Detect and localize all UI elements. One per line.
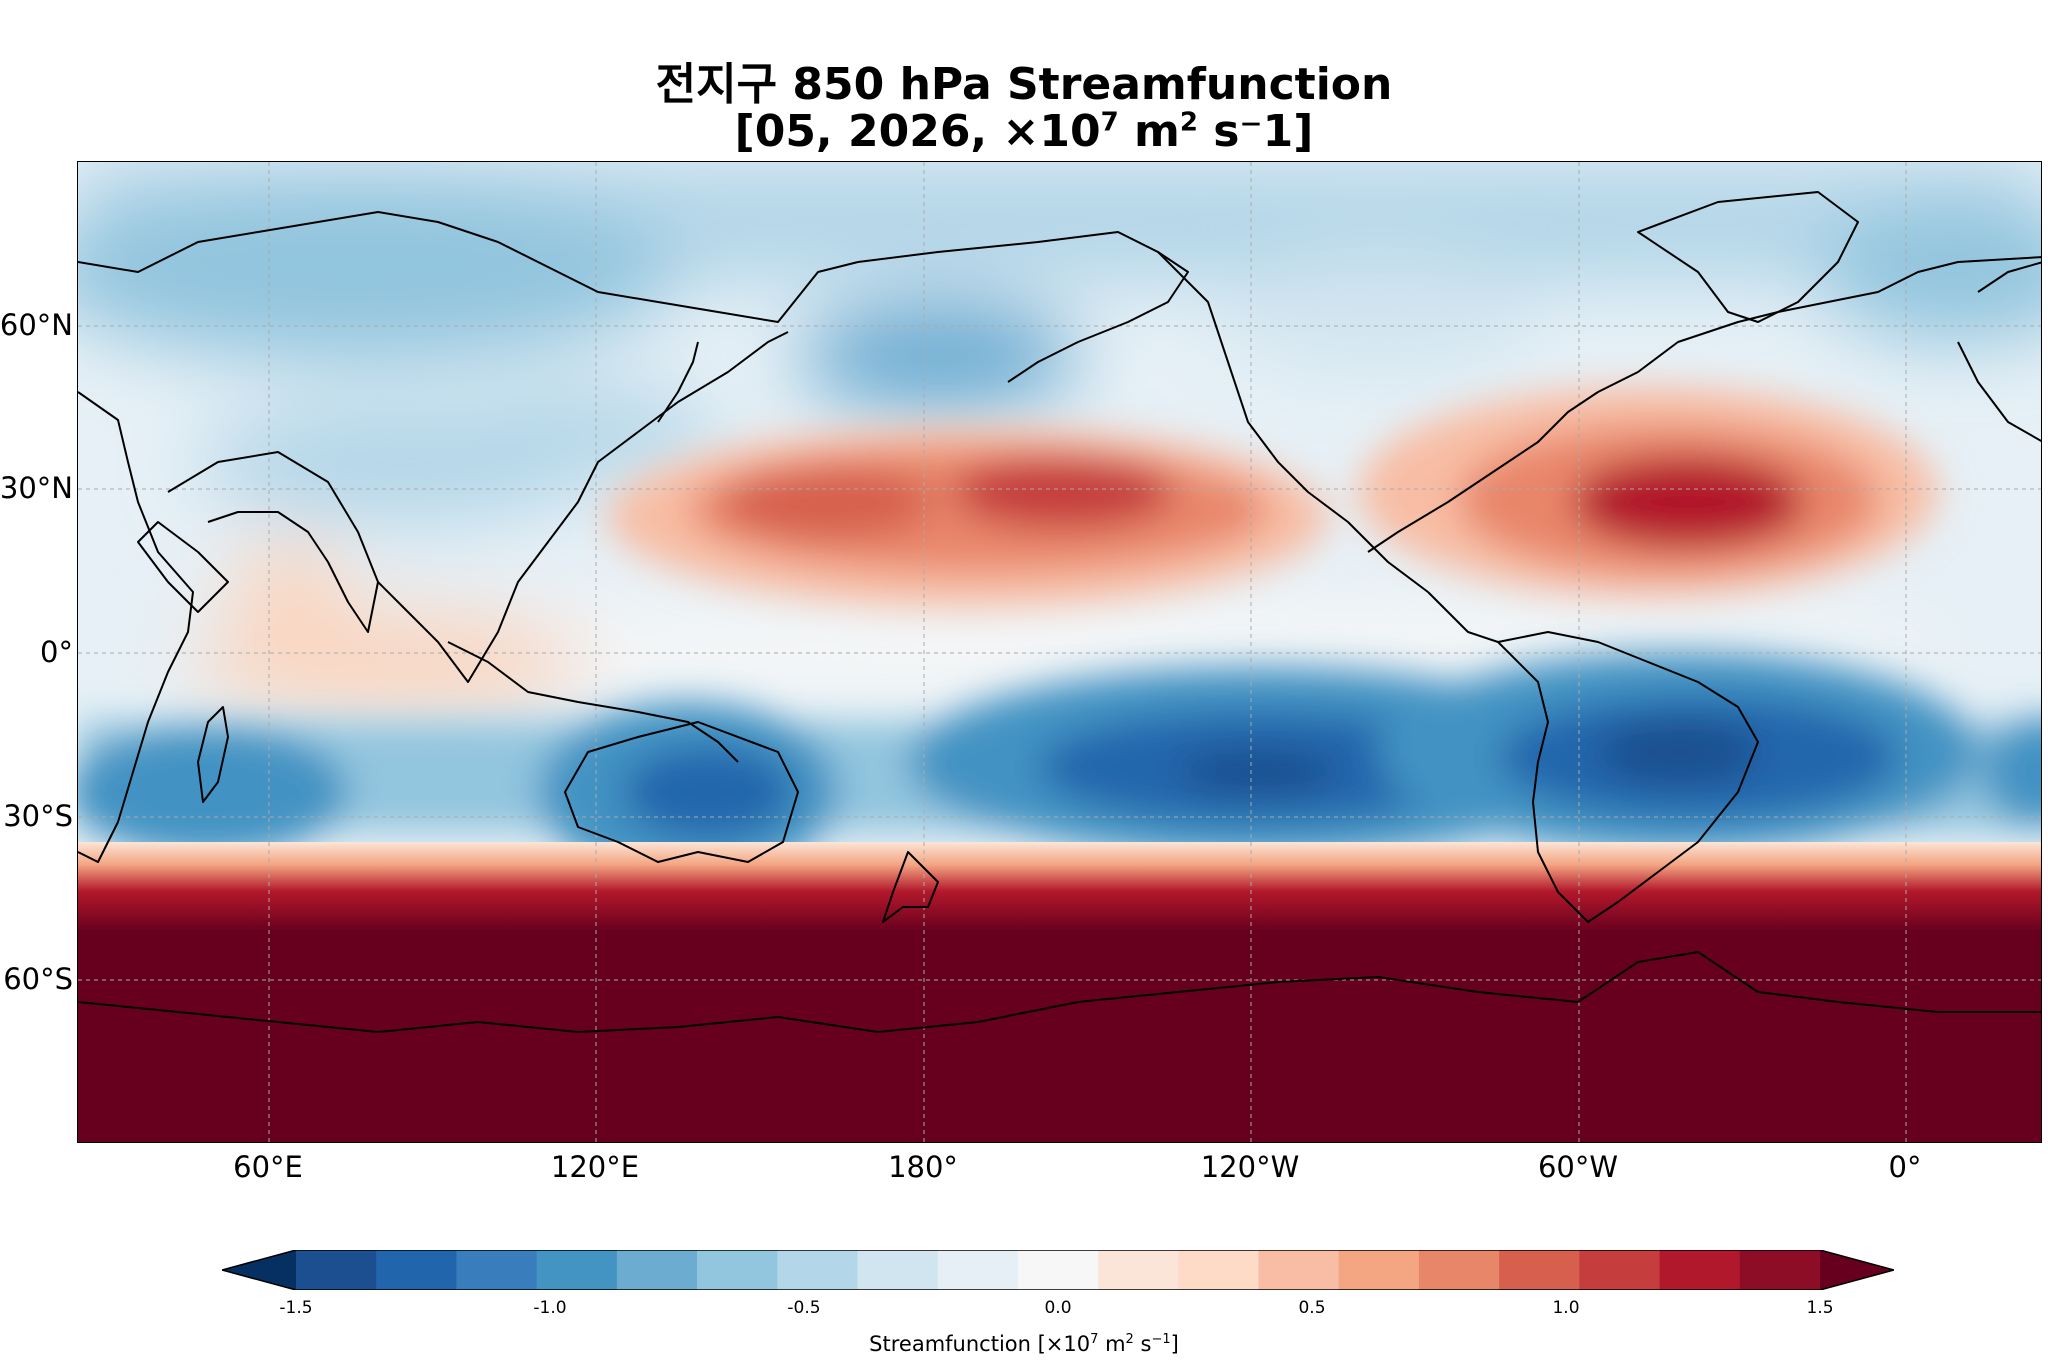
colorbar-segment [1418,1250,1500,1290]
colorbar-tick-label: 0.0 [1044,1298,1072,1318]
lon-label-120e: 120°E [550,1150,640,1184]
central-america-coast [1427,591,1499,643]
southern-ocean-gradient [78,842,2041,932]
colorbar-segment [937,1250,1019,1290]
lon-label-180: 180° [888,1150,958,1184]
colorbar-segment [1098,1250,1179,1290]
aus-low-inner [623,747,793,837]
colorbar-tick-label: -0.5 [787,1298,821,1318]
colorbar-extend-min [222,1250,296,1290]
north-atlantic-blue [1818,202,2041,342]
lon-label-0: 0° [1888,1150,1922,1184]
colorbar-label: Streamfunction [×107 m2 s−1] [0,1332,2048,1356]
colorbar-segment [376,1250,458,1290]
alaska-coast [857,231,1189,383]
lat-label-60n: 60°N [0,308,73,342]
lat-label-60s: 60°S [3,962,73,996]
japan-coast [657,341,699,423]
map-panel [77,161,2042,1143]
subtitle-prefix: [05, 2026, ×10 [734,106,1101,157]
indian-ocean-pink [188,612,588,712]
lon-label-60w: 60°W [1537,1150,1619,1184]
colorbar-segment [697,1250,778,1290]
cbar-label-mid: m [1098,1332,1126,1356]
colorbar-segment [1739,1250,1821,1290]
colorbar-segment [1178,1250,1260,1290]
antarctica-coast [78,951,2041,1033]
chart-title: 전지구 850 hPa Streamfunction [655,59,1393,110]
subtitle-mid: m [1118,106,1180,157]
greenland-coast [1637,191,1859,323]
streamfunction-map [78,162,2041,1142]
lat-label-30s: 30°S [3,799,73,833]
coastlines [78,191,2041,1033]
colorbar-segment [616,1250,698,1290]
subtitle-exp: 7 [1100,107,1119,138]
na-high-inner [1573,457,1803,547]
europe-coast [1957,261,2041,443]
eurasia-north-coast [78,211,859,323]
lat-label-30n: 30°N [0,471,73,505]
colorbar-segment [296,1250,377,1290]
colorbar-segment [1258,1250,1340,1290]
np-high-inner-w [723,466,933,538]
field-highs [608,387,1938,607]
colorbar-segment [1659,1250,1741,1290]
colorbar-tick-label: -1.0 [533,1298,567,1318]
sio-low [78,727,348,857]
cbar-label-mid2: s [1133,1332,1152,1356]
new-zealand-coast [882,851,939,923]
sa-low-inner [1598,720,1758,784]
cbar-label-exp: 7 [1090,1332,1099,1347]
chart-subtitle: [05, 2026, ×107 m2 s⁻1] [0,106,2048,157]
colorbar-segment [536,1250,618,1290]
field-lows [78,652,2041,882]
gridlines [78,162,2041,1142]
cbar-label-exp2: 2 [1125,1332,1134,1347]
colorbar-segment [1499,1250,1580,1290]
asia-blue [198,402,598,522]
colorbar-tick-label: 1.0 [1552,1298,1580,1318]
indonesia-coast [447,641,739,763]
antarctic-band [78,930,2041,1142]
colorbar [219,1249,1897,1291]
colorbar-segment [456,1250,538,1290]
india-pink [228,542,348,622]
madagascar-coast [197,706,229,803]
colorbar-tick-label: -1.5 [279,1298,313,1318]
lon-label-60e: 60°E [233,1150,303,1184]
australia-coast [564,721,799,863]
eurasia-blue [78,182,678,362]
cbar-label-prefix: Streamfunction [×10 [869,1332,1091,1356]
colorbar-tick-label: 1.5 [1806,1298,1834,1318]
east-asia-coast [377,331,789,683]
north-america-blue [1218,252,1538,372]
colorbar-tick-label: 0.5 [1298,1298,1326,1318]
np-high-inner-e [953,456,1173,528]
se-atlantic-low [1983,717,2041,827]
colorbar-segment [1338,1250,1420,1290]
north-pacific-low [798,302,1078,412]
south-america-coast [1497,631,1759,923]
colorbar-extend-max [1820,1250,1894,1290]
colorbar-segment [1017,1250,1099,1290]
lon-label-120w: 120°W [1200,1150,1300,1184]
north-america-east-coast [1367,256,2041,553]
colorbar-segment [1579,1250,1661,1290]
subtitle-exp2: 2 [1179,107,1198,138]
lat-label-eq: 0° [40,635,73,669]
colorbar-segment [777,1250,859,1290]
subtitle-suffix: s⁻1] [1197,106,1314,157]
africa-coast [78,391,194,863]
south-asia-coast [167,451,379,633]
colorbar-svg [219,1249,1897,1291]
cbar-label-exp3: −1 [1151,1332,1171,1347]
arabia-coast [137,521,229,613]
cbar-label-suffix: ] [1170,1332,1179,1356]
colorbar-segment [857,1250,939,1290]
sp-low-inner [1178,750,1338,794]
